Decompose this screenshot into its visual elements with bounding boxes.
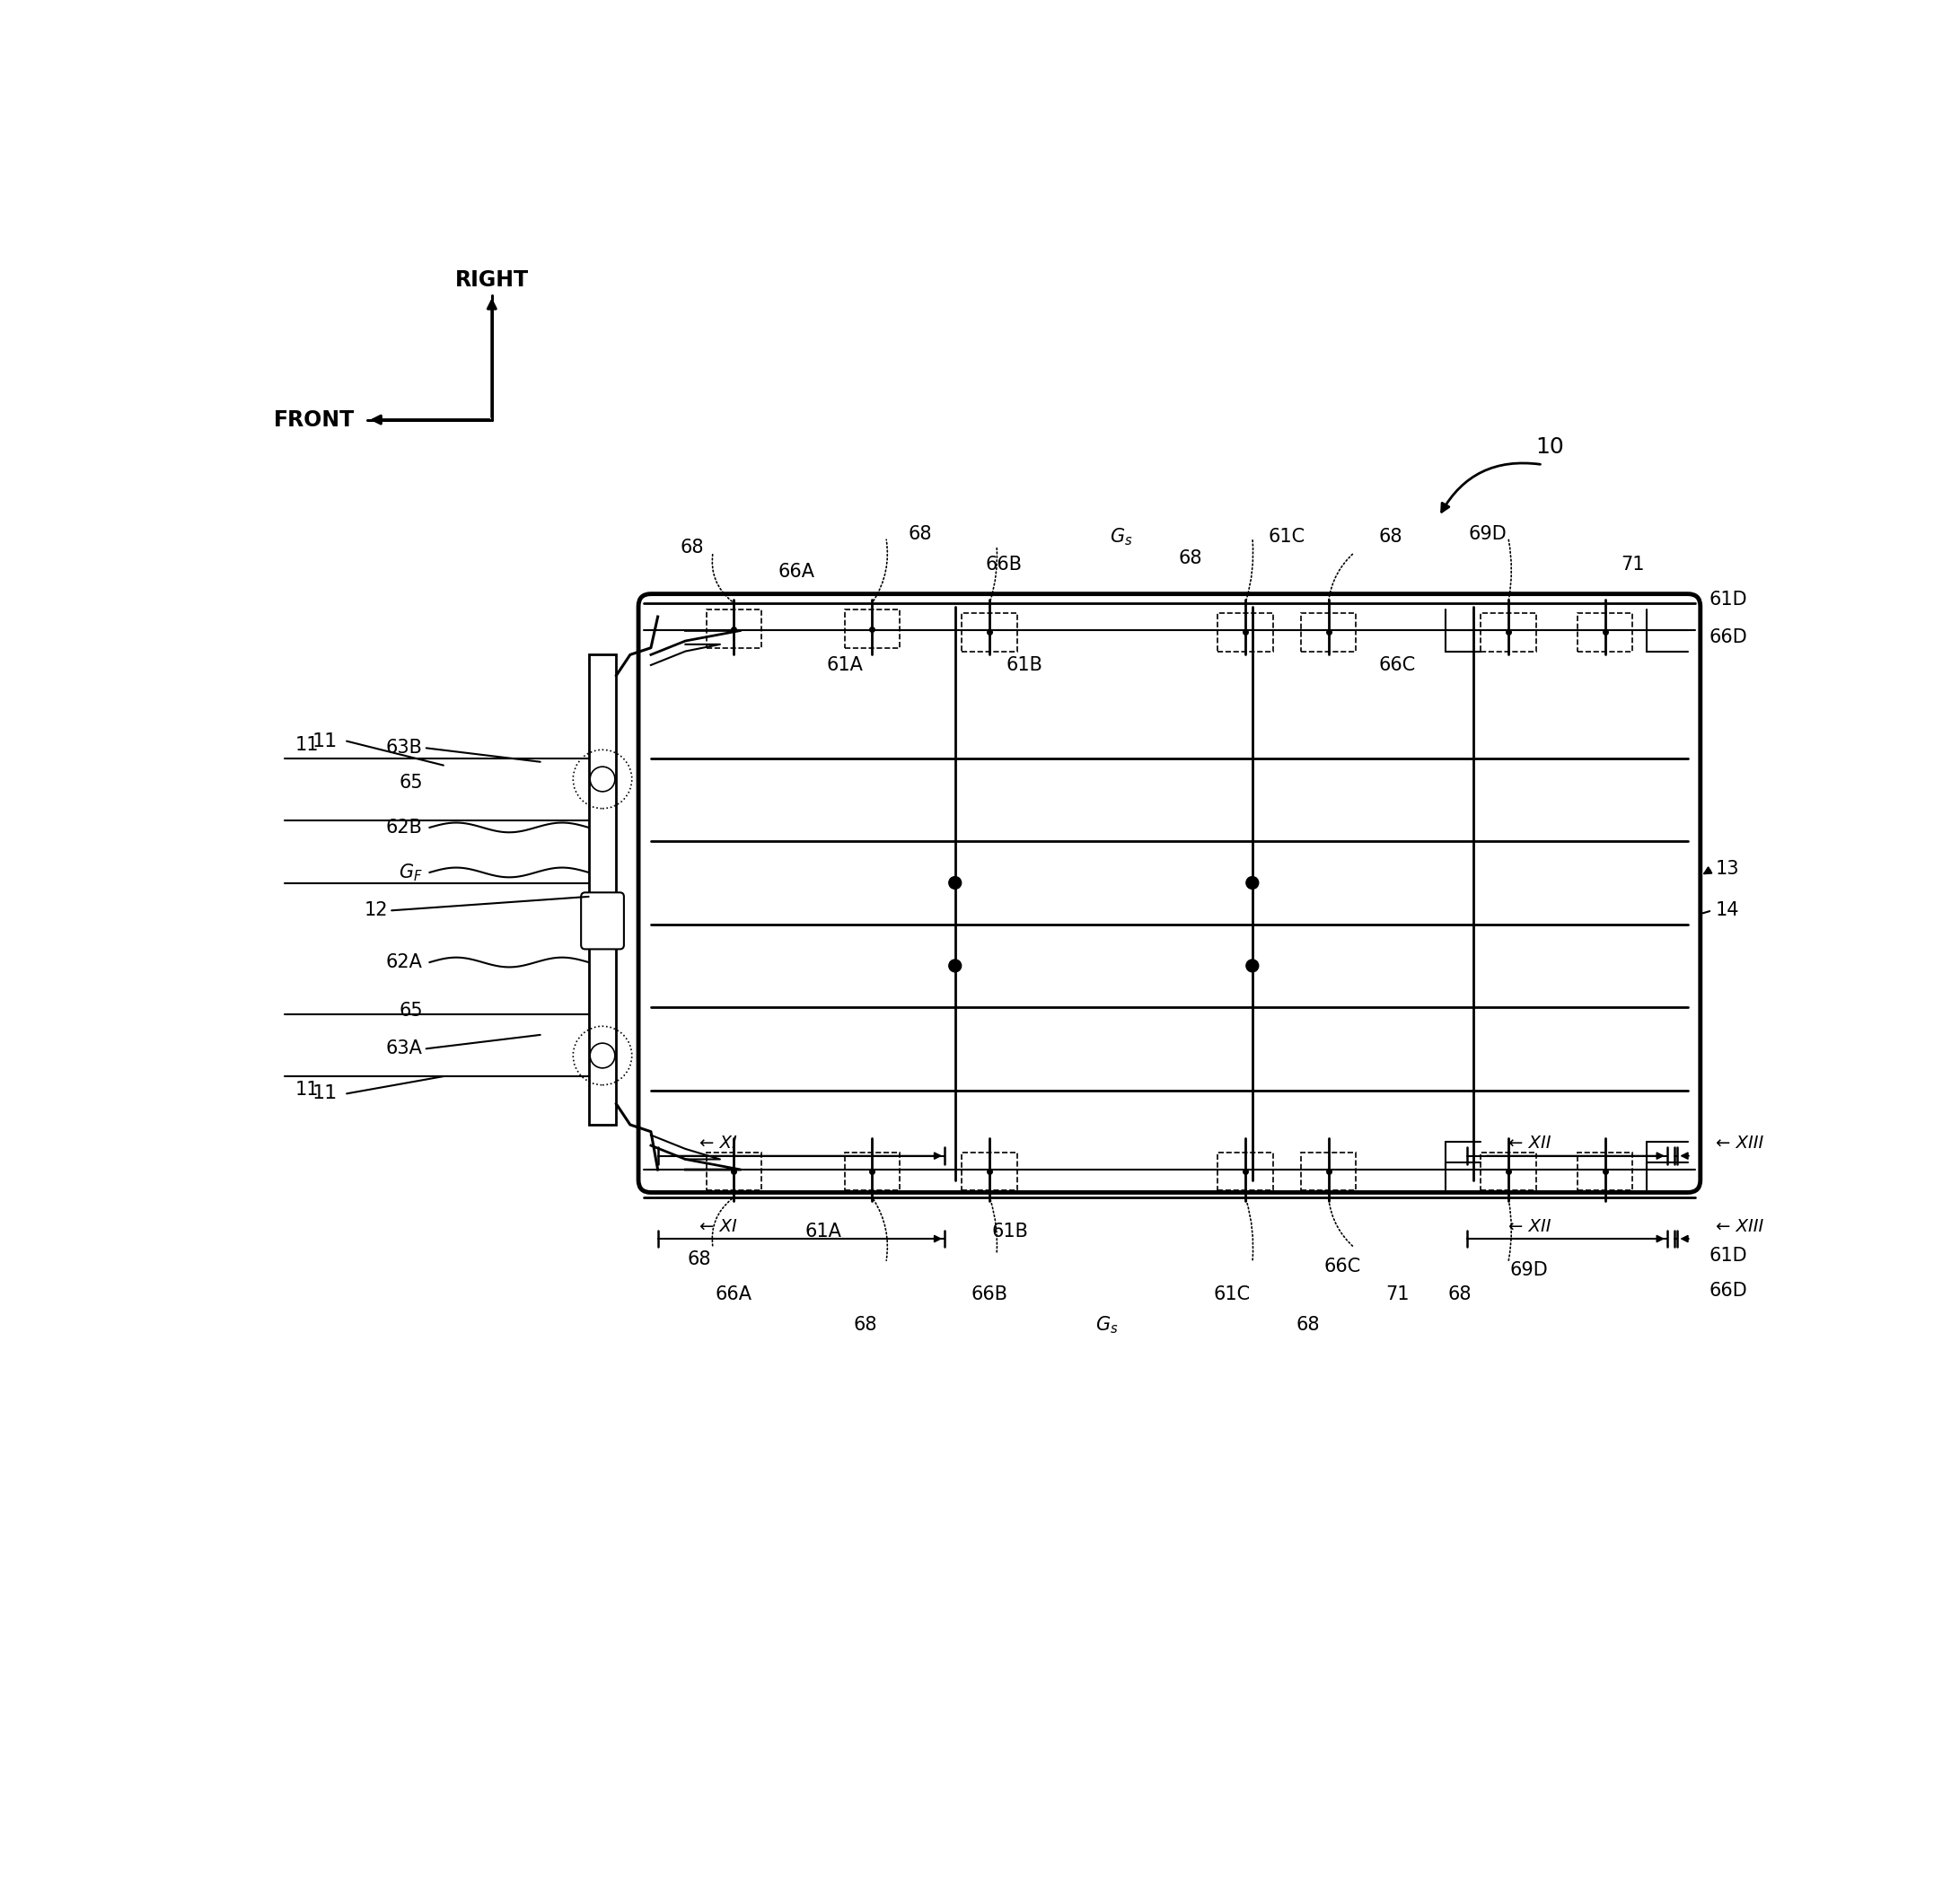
Bar [706, 611, 762, 648]
Bar [588, 654, 615, 1125]
Text: RIGHT: RIGHT [455, 270, 529, 290]
Bar [962, 1152, 1017, 1191]
Bar [845, 1152, 900, 1191]
Text: 68: 68 [1448, 1286, 1472, 1303]
Text: 68: 68 [1178, 549, 1201, 567]
Text: 11: 11 [294, 1082, 319, 1099]
Bar [1578, 613, 1633, 652]
Text: 65: 65 [398, 1001, 423, 1020]
Text: 68: 68 [1296, 1316, 1319, 1335]
Text: 61B: 61B [992, 1223, 1029, 1240]
Text: 66C: 66C [1323, 1257, 1360, 1276]
Circle shape [1247, 877, 1258, 890]
Circle shape [949, 877, 960, 890]
Text: 66C: 66C [1380, 656, 1415, 675]
Text: 66D: 66D [1709, 628, 1746, 647]
Bar [1217, 1152, 1274, 1191]
Circle shape [1247, 959, 1258, 973]
Text: 66A: 66A [715, 1286, 753, 1303]
Text: 69D: 69D [1468, 524, 1507, 543]
FancyBboxPatch shape [580, 892, 623, 950]
Text: 71: 71 [1621, 556, 1644, 573]
Text: 66B: 66B [972, 1286, 1007, 1303]
Text: 62B: 62B [386, 818, 423, 837]
Text: 66D: 66D [1709, 1282, 1746, 1299]
Text: 66A: 66A [778, 564, 815, 581]
Circle shape [949, 959, 960, 973]
Bar [1301, 1152, 1356, 1191]
Text: 61D: 61D [1709, 1248, 1746, 1265]
Bar [1480, 613, 1537, 652]
Text: 11: 11 [294, 735, 319, 754]
Bar [1301, 613, 1356, 652]
Bar [845, 611, 900, 648]
Text: 61C: 61C [1213, 1286, 1250, 1303]
Text: ← XI: ← XI [700, 1218, 737, 1235]
Text: $G_s$: $G_s$ [1096, 1314, 1119, 1336]
Bar [1480, 1152, 1537, 1191]
Text: 62A: 62A [386, 954, 423, 971]
Text: 11: 11 [312, 731, 337, 750]
FancyBboxPatch shape [639, 594, 1701, 1193]
Text: 68: 68 [680, 539, 704, 556]
Text: ← XI: ← XI [700, 1135, 737, 1152]
Text: 69D: 69D [1509, 1261, 1548, 1278]
Text: 68: 68 [909, 524, 933, 543]
Text: FRONT: FRONT [274, 409, 355, 430]
Text: 14: 14 [1715, 901, 1739, 920]
Text: ← XII: ← XII [1507, 1135, 1550, 1152]
Text: 61A: 61A [825, 656, 862, 675]
Text: ← XIII: ← XIII [1715, 1135, 1764, 1152]
Text: ← XII: ← XII [1507, 1218, 1550, 1235]
Bar [1217, 613, 1274, 652]
Text: 63B: 63B [386, 739, 423, 758]
Text: 61B: 61B [1005, 656, 1043, 675]
Text: 13: 13 [1715, 860, 1739, 878]
Text: $G_F$: $G_F$ [398, 861, 423, 882]
Text: 10: 10 [1535, 437, 1564, 458]
Bar [1578, 1152, 1633, 1191]
Text: 65: 65 [398, 773, 423, 792]
Text: $G_s$: $G_s$ [1109, 526, 1133, 549]
Text: 68: 68 [853, 1316, 876, 1335]
Text: 68: 68 [688, 1250, 711, 1269]
Text: 68: 68 [1378, 528, 1403, 547]
Bar [962, 613, 1017, 652]
Bar [706, 1152, 762, 1191]
Text: 61C: 61C [1268, 528, 1305, 547]
Text: 61A: 61A [806, 1223, 843, 1240]
Text: 12: 12 [365, 901, 388, 920]
Text: 61D: 61D [1709, 590, 1746, 609]
Text: ← XIII: ← XIII [1715, 1218, 1764, 1235]
Text: 11: 11 [312, 1084, 337, 1103]
Text: 71: 71 [1386, 1286, 1409, 1303]
Text: 63A: 63A [386, 1041, 423, 1057]
Text: 66B: 66B [986, 556, 1021, 573]
